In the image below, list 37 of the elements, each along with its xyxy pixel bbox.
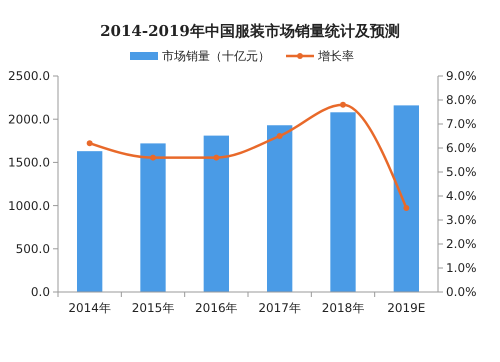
y-tick-label: 500.0 (16, 242, 50, 256)
x-tick-label: 2016年 (195, 301, 238, 315)
y2-tick-label: 7.0% (446, 117, 476, 132)
y-tick-label: 0.0 (30, 285, 50, 300)
y-tick-label: 1500.0 (8, 156, 50, 170)
point (276, 133, 283, 139)
x-tick-label: 2018年 (322, 301, 364, 315)
y-tick-label: 1000.0 (8, 198, 50, 213)
bar (394, 105, 419, 292)
x-tick-label: 2019E (387, 301, 426, 315)
bar (140, 143, 166, 292)
y2-tick-label: 0.0% (446, 285, 476, 300)
y2-tick-label: 5.0% (446, 165, 476, 180)
point (340, 102, 346, 108)
point (150, 154, 156, 161)
point (213, 154, 220, 161)
y2-tick-label: 1.0% (446, 261, 476, 276)
y-tick-label: 2500.0 (8, 69, 50, 84)
chart-title: 2014-2019年中国服装市场销量统计及预测 (100, 22, 400, 40)
bar (267, 125, 292, 292)
y2-tick-label: 6.0% (446, 141, 476, 156)
bar (204, 136, 229, 292)
y2-tick-label: 4.0% (446, 189, 476, 204)
bar (330, 112, 356, 292)
point (86, 140, 93, 146)
x-tick-label: 2015年 (132, 301, 174, 315)
y2-tick-label: 8.0% (446, 93, 476, 108)
y2-tick-label: 3.0% (446, 213, 476, 228)
point (403, 205, 410, 211)
legend-label: 市场销量（十亿元） (162, 49, 270, 64)
legend-label: 增长率 (317, 49, 354, 64)
y2-tick-label: 9.0% (446, 69, 476, 84)
x-tick-label: 2017年 (258, 301, 301, 315)
y2-tick-label: 2.0% (446, 237, 476, 252)
y-tick-label: 2000.0 (8, 112, 50, 126)
x-tick-label: 2014年 (68, 301, 111, 315)
bar (77, 151, 102, 292)
